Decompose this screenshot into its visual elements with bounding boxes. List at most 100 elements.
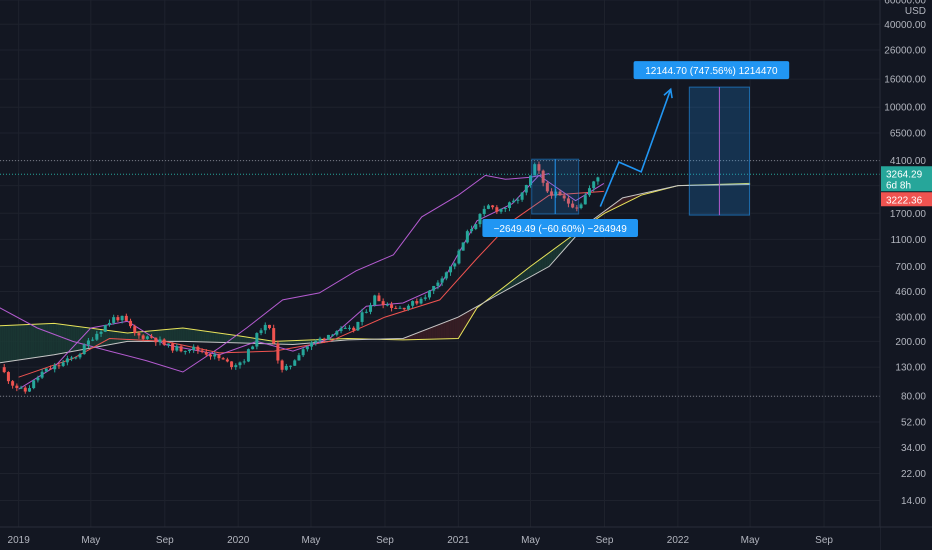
candle-body	[453, 263, 457, 267]
time-axis[interactable]: 2019 May Sep 2020 May Sep 2021 May Sep 2022 May Sep	[0, 526, 932, 550]
cloud-segment	[77, 326, 80, 351]
candle-body	[310, 342, 314, 347]
cloud-segment	[299, 340, 302, 344]
cloud-segment	[194, 329, 197, 342]
candle-body	[305, 346, 309, 350]
cloud-segment	[627, 196, 630, 202]
candle-body	[491, 205, 495, 208]
cloud-segment	[63, 324, 65, 354]
up-annotation: 12144.70 (747.56%) 1214470	[633, 61, 790, 80]
candle-body	[15, 385, 19, 389]
cloud-segment	[36, 324, 38, 358]
cloud-segment	[544, 254, 547, 269]
candle-body	[436, 282, 440, 286]
cloud-segment	[530, 265, 533, 277]
cloud-segment	[43, 323, 46, 357]
candle-body	[40, 371, 44, 378]
candle-body	[99, 331, 103, 334]
cloud-segment	[563, 241, 565, 251]
time-axis-background	[0, 527, 880, 550]
projection-arrow[interactable]	[599, 87, 673, 207]
cloud-segment	[41, 323, 44, 357]
price-axis[interactable]: 60000.00 40000.00 26000.00 16000.00 10000.00…	[879, 0, 932, 550]
cloud-segment	[301, 340, 304, 344]
cloud-segment	[90, 328, 93, 349]
candle-body	[263, 324, 267, 331]
cloud-segment	[422, 330, 425, 340]
candle-body	[449, 266, 453, 273]
candle-body	[23, 387, 27, 392]
cloud-segment	[304, 340, 307, 344]
cloud-segment	[249, 337, 251, 344]
cloud-segment	[283, 340, 286, 345]
candle-body	[289, 365, 293, 367]
cloud-segment	[167, 329, 170, 342]
candle-body	[537, 164, 541, 171]
price-tick-label: 1100.00	[891, 235, 927, 246]
candle-body	[571, 203, 575, 208]
annotation-background	[633, 61, 790, 80]
cloud-segment	[182, 328, 185, 342]
cloud-segment	[297, 340, 300, 345]
candle-body	[562, 195, 566, 199]
cloud-segment	[55, 323, 58, 355]
cloud-segment	[461, 314, 464, 333]
candle-body	[200, 350, 204, 353]
cloud-segment	[175, 328, 177, 342]
candle-body	[587, 188, 591, 196]
cloud-segment	[196, 329, 199, 342]
cloud-segment	[66, 325, 69, 353]
cloud-segment	[525, 269, 527, 280]
cloud-segment	[550, 250, 553, 266]
candle-body	[566, 198, 570, 204]
cloud-segment	[539, 258, 542, 272]
cloud-segment	[447, 320, 450, 339]
cloud-segment	[3, 325, 6, 363]
candle-body	[356, 321, 360, 331]
cloud-segment	[555, 246, 558, 259]
cloud-segment	[456, 317, 459, 339]
cloud-segment	[460, 315, 462, 336]
candle-body	[230, 361, 234, 368]
candle-body	[347, 327, 351, 329]
cloud-segment	[553, 247, 556, 261]
cloud-segment	[415, 333, 417, 340]
cloud-segment	[140, 331, 143, 342]
candle-body	[179, 346, 183, 352]
candle-body	[86, 340, 90, 345]
cloud-segment	[427, 328, 430, 340]
cloud-segment	[234, 335, 237, 343]
price-tick-label: 700.00	[895, 262, 926, 273]
cloud-segment	[519, 273, 522, 283]
cloud-segment	[5, 325, 8, 362]
cloud-segment	[559, 243, 562, 255]
candle-body	[373, 295, 377, 306]
candle-body	[280, 360, 284, 370]
candle-body	[154, 337, 158, 343]
candle-body	[171, 343, 175, 351]
cloud-segment	[209, 331, 212, 343]
candle-body	[2, 367, 6, 373]
candle-body	[238, 362, 242, 366]
cloud-segment	[241, 336, 244, 344]
cloud-segment	[626, 196, 628, 203]
candle-body	[19, 387, 23, 389]
cloud-segment	[223, 333, 226, 343]
cloud-segment	[176, 328, 179, 342]
candle-body	[427, 290, 431, 298]
candle-body	[133, 326, 137, 334]
candle-body	[6, 372, 10, 382]
cloud-segment	[526, 267, 529, 279]
candle-body	[44, 368, 48, 372]
cloud-segment	[247, 337, 250, 344]
candle-body	[381, 301, 385, 306]
candle-body	[314, 340, 318, 343]
annotation-text: −2649.49 (−60.60%) −264949	[494, 224, 628, 235]
time-tick-label: May	[302, 535, 321, 546]
cloud-segment	[292, 340, 295, 345]
candle-body	[225, 359, 229, 362]
candle-body	[213, 354, 217, 357]
cloud-segment	[73, 326, 76, 352]
measure-boxes[interactable]: 12144.70 (747.56%) 1214470 −2649.49 (−60.…	[482, 61, 790, 238]
